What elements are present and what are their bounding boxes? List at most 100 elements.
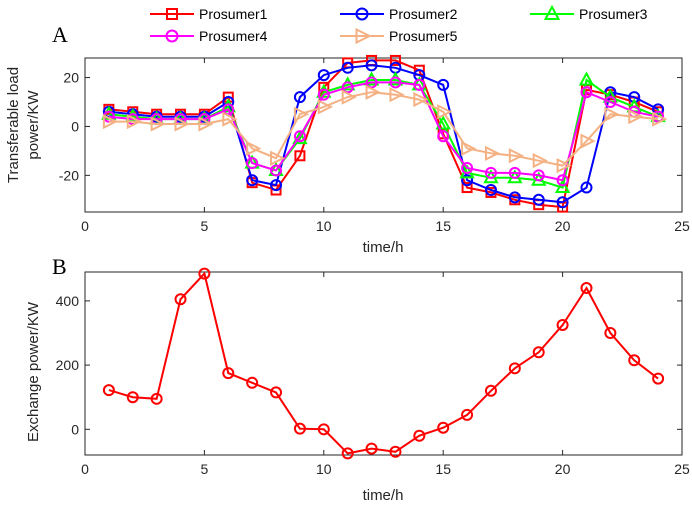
panel-a-label: A — [52, 22, 68, 47]
legend-item-prosumer4: Prosumer4 — [150, 28, 268, 44]
panel-a-prosumer1-point — [389, 54, 401, 66]
panel-b-x-axis-title: time/h — [363, 487, 404, 504]
legend-swatch-marker — [166, 8, 178, 20]
panel-b-exchange-power-point — [437, 421, 450, 434]
panel-b-x-tick-label: 25 — [674, 461, 690, 477]
panel-a-prosumer4-point — [484, 166, 497, 179]
panel-a-prosumer4-point — [604, 96, 617, 108]
legend-item-prosumer5: Prosumer5 — [340, 27, 458, 45]
panel-a-series-prosumer5 — [102, 84, 668, 174]
legend-swatch-marker — [355, 27, 372, 45]
panel-a-prosumer5-point — [580, 133, 596, 149]
panel-a-y-tick-label: 20 — [63, 70, 79, 86]
legend-label: Prosumer5 — [389, 28, 458, 44]
panel-a-prosumer4-point — [532, 169, 545, 182]
legend: Prosumer1 Prosumer2 Prosumer3 Prosumer4 Pros… — [150, 4, 648, 45]
panel-a-x-tick-label: 15 — [435, 218, 451, 234]
panel-a-x-tick-label: 0 — [81, 218, 89, 234]
panel-b-exchange-power-point — [556, 318, 569, 331]
panel-b-exchange-power-point — [174, 293, 187, 306]
panel-a-prosumer5-point — [461, 140, 477, 157]
panel-a-y-axis-title-line1: Transferable load — [5, 67, 22, 183]
panel-b-label: B — [52, 254, 67, 279]
panel-a-prosumer4-point — [413, 78, 426, 91]
panel-a-prosumer4-point — [461, 162, 474, 174]
panel-b-exchange-power-point — [461, 408, 474, 421]
panel-a-prosumer2-point — [508, 191, 521, 204]
panel-a-prosumer2-point — [484, 184, 497, 196]
panel-a-prosumer4-point — [556, 174, 569, 187]
panel-a-prosumer5-point — [652, 111, 668, 127]
panel-b-x-tick-label: 10 — [316, 461, 332, 477]
panel-b-exchange-power-point — [150, 392, 163, 405]
panel-a-prosumer5-point — [389, 87, 405, 103]
panel-b-exchange-power-point — [246, 376, 259, 389]
panel-a-prosumer4-point — [437, 130, 450, 143]
panel-a-prosumer2-point — [532, 193, 545, 206]
legend-label: Prosumer3 — [579, 6, 648, 22]
panel-b-exchange-power-point — [413, 429, 426, 442]
panel-a-prosumer4-point — [317, 88, 330, 101]
panel-b-exchange-power-point — [628, 354, 641, 367]
legend-label: Prosumer4 — [199, 28, 268, 44]
panel-a-prosumer2-point — [293, 91, 306, 104]
legend-item-prosumer3: Prosumer3 — [530, 4, 648, 22]
panel-a-prosumer3-point — [578, 71, 595, 86]
panel-a-prosumer5-point — [508, 148, 525, 164]
panel-a-prosumer5-point — [293, 106, 310, 122]
panel-a-y-axis-title-line2: power/KW — [25, 90, 42, 160]
panel-a-prosumer5-point — [341, 89, 357, 105]
panel-a-prosumer5-point — [270, 150, 286, 166]
panel-a-prosumer5-point — [198, 116, 214, 132]
panel-b-exchange-power-point — [317, 423, 330, 436]
panel-b-exchange-power-point — [198, 267, 211, 280]
panel-b-exchange-power-point — [222, 367, 235, 380]
panel-a-prosumer5-point — [365, 84, 381, 100]
panel-a-prosumer3-point — [292, 130, 308, 145]
panel-b-exchange-power-point — [293, 422, 306, 435]
panel-b-exchange-power-point — [126, 391, 139, 404]
panel-a-prosumer4-point — [246, 157, 259, 170]
panel-a-prosumer4-point — [580, 86, 593, 99]
panel-b-y-axis-title: Exchange power/KW — [25, 301, 42, 442]
legend-item-prosumer1: Prosumer1 — [150, 6, 268, 22]
panel-a-prosumer4-point — [508, 166, 521, 179]
legend-label: Prosumer1 — [199, 6, 268, 22]
panel-a-prosumer3-point — [554, 178, 571, 194]
panel-a-prosumer4-point — [341, 81, 354, 94]
panel-a-prosumer5-point — [222, 111, 238, 127]
panel-b-exchange-power-point — [508, 362, 521, 375]
panel-a-prosumer5-point — [604, 106, 620, 122]
panel-b-exchange-power-point — [270, 386, 283, 399]
panel-a-prosumer3-point — [435, 115, 451, 130]
panel-b-x-tick-label: 15 — [435, 461, 451, 477]
panel-a-prosumer2-point — [580, 181, 593, 194]
panel-a-x-tick-label: 20 — [555, 218, 571, 234]
panel-a-prosumer5-point — [174, 116, 190, 132]
panel-b-exchange-power-point — [389, 445, 402, 458]
panel-a-prosumer1-point — [294, 150, 306, 162]
panel-a-x-axis-title: time/h — [363, 239, 404, 256]
legend-swatch-marker — [355, 7, 369, 21]
panel-b-exchange-power-point — [341, 447, 354, 460]
panel-a-prosumer4-point — [365, 76, 378, 89]
panel-b-series-exchange-power — [102, 267, 665, 460]
panel-b-exchange-power-point — [102, 384, 115, 397]
panel-b-exchange-power-point — [365, 442, 378, 455]
panel-a-prosumer5-line — [108, 91, 659, 167]
panel-a-prosumer2-point — [317, 69, 330, 82]
panel-a-prosumer5-point — [150, 116, 166, 132]
panel-b-x-tick-label: 0 — [81, 461, 89, 477]
panel-a-prosumer5-point — [102, 113, 119, 130]
panel-a: A 0 5 10 15 20 25 -20 0 20 time/h Transferable … — [5, 22, 690, 256]
panel-a-y-tick-label: 0 — [71, 118, 79, 134]
panel-a-prosumer4-point — [270, 164, 283, 177]
panel-a-prosumer5-point — [628, 109, 644, 125]
panel-b-x-tick-label: 5 — [201, 461, 209, 477]
panel-a-prosumer2-point — [437, 78, 450, 91]
panel-a-prosumer2-point — [461, 174, 474, 187]
legend-item-prosumer2: Prosumer2 — [340, 6, 458, 22]
panel-a-prosumer2-point — [341, 61, 354, 74]
panel-a-prosumer5-point — [484, 145, 501, 161]
